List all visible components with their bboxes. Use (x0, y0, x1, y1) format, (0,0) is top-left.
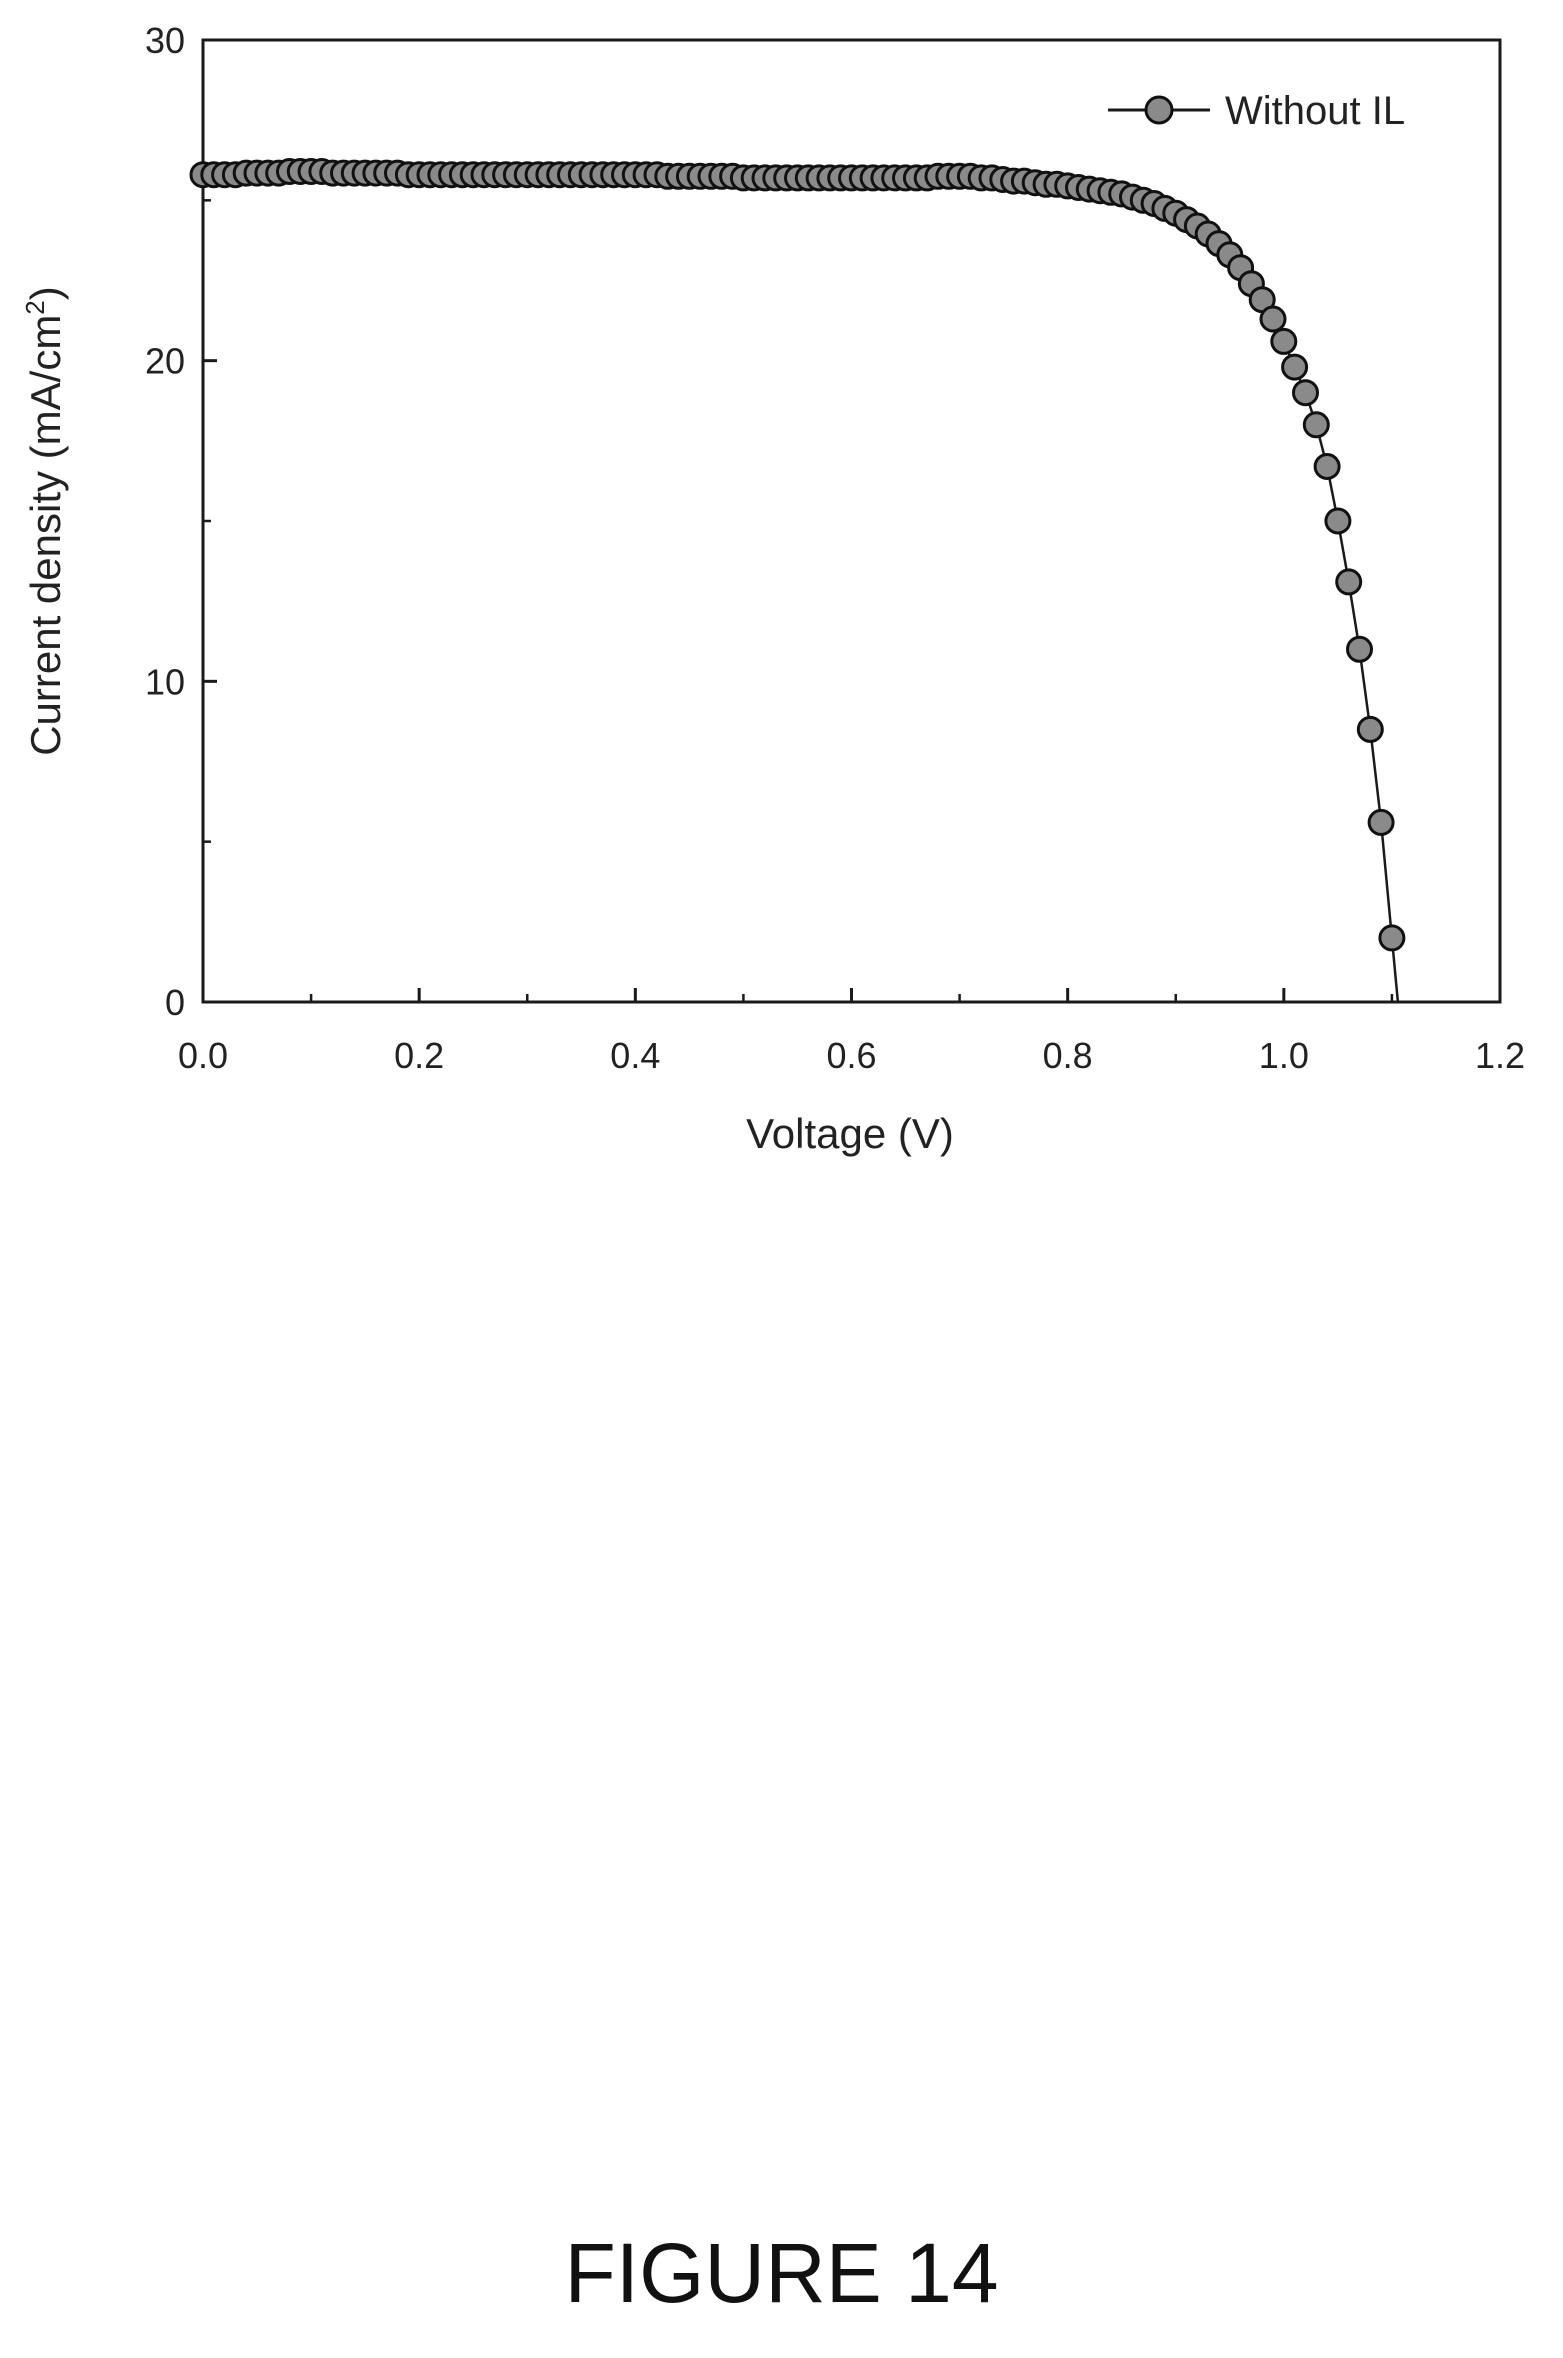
y-tick-labels: 0 10 20 30 (145, 20, 185, 1023)
legend: Without IL (1108, 89, 1405, 133)
data-point (1367, 808, 1395, 836)
y-tick-label: 20 (145, 341, 185, 382)
data-point (1259, 305, 1287, 333)
y-axis-label-close: ) (22, 286, 69, 300)
y-axis-label-superscript: 2 (20, 300, 50, 314)
data-point (1378, 924, 1406, 952)
data-point (1324, 507, 1352, 535)
x-tick-label: 1.0 (1259, 1035, 1309, 1076)
figure-label: FIGURE 14 (564, 2226, 999, 2320)
iv-curve-chart: 0.0 0.2 0.4 0.6 0.8 1.0 1.2 0 10 20 30 Voltage (V… (20, 20, 1525, 1157)
y-axis-label: Current density (mA/cm2) (20, 286, 69, 756)
y-tick-label: 0 (165, 982, 185, 1023)
legend-label: Without IL (1225, 89, 1405, 133)
x-tick-label: 0.8 (1043, 1035, 1093, 1076)
x-tick-label: 0.2 (394, 1035, 444, 1076)
x-tick-label: 0.0 (178, 1035, 228, 1076)
data-point (1335, 568, 1363, 596)
series-line-without-il (203, 170, 1400, 1003)
y-axis-label-main: Current density (mA/cm (22, 315, 69, 756)
legend-marker (1144, 95, 1174, 125)
data-point (1302, 411, 1330, 439)
x-tick-labels: 0.0 0.2 0.4 0.6 0.8 1.0 1.2 (178, 1035, 1525, 1076)
data-point (1270, 327, 1298, 355)
data-point (1292, 379, 1319, 407)
data-points (189, 158, 1406, 952)
x-tick-label: 0.4 (610, 1035, 660, 1076)
y-tick-label: 10 (145, 661, 185, 702)
data-point (1346, 635, 1373, 663)
y-tick-label: 30 (145, 20, 185, 61)
data-point (1281, 353, 1309, 381)
x-tick-label: 0.6 (826, 1035, 876, 1076)
x-tick-label: 1.2 (1475, 1035, 1525, 1076)
axis-ticks (201, 38, 1502, 1004)
data-point (1313, 453, 1341, 480)
data-point (1356, 715, 1384, 743)
x-axis-label: Voltage (V) (746, 1110, 954, 1157)
